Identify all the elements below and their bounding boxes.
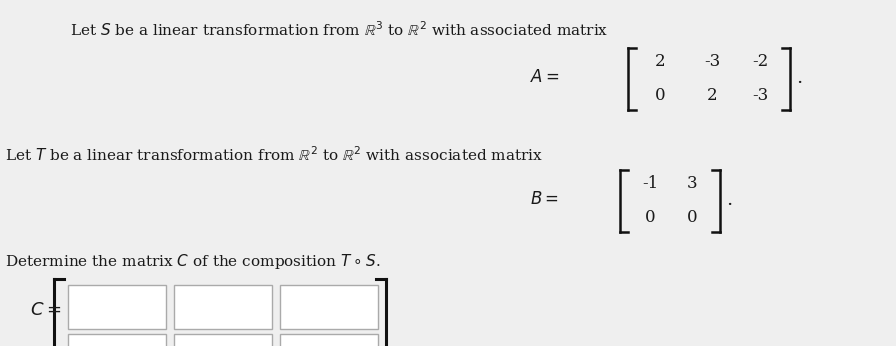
Text: -3: -3: [752, 88, 768, 104]
Text: -3: -3: [704, 54, 720, 71]
Text: -1: -1: [642, 175, 659, 192]
Text: 0: 0: [655, 88, 666, 104]
FancyBboxPatch shape: [68, 285, 166, 329]
Text: $C =$: $C =$: [30, 301, 61, 319]
Text: Let $S$ be a linear transformation from $\mathbb{R}^3$ to $\mathbb{R}^2$ with as: Let $S$ be a linear transformation from …: [70, 20, 608, 39]
Text: 0: 0: [686, 209, 697, 227]
Text: .: .: [726, 191, 732, 209]
Text: 2: 2: [655, 54, 666, 71]
Text: 0: 0: [645, 209, 655, 227]
FancyBboxPatch shape: [174, 334, 272, 346]
FancyBboxPatch shape: [280, 334, 378, 346]
Text: $B = $: $B = $: [530, 191, 559, 209]
Text: 2: 2: [707, 88, 718, 104]
Text: .: .: [796, 69, 802, 87]
FancyBboxPatch shape: [280, 285, 378, 329]
FancyBboxPatch shape: [174, 285, 272, 329]
FancyBboxPatch shape: [68, 334, 166, 346]
Text: -2: -2: [752, 54, 768, 71]
Text: 3: 3: [686, 175, 697, 192]
Text: Determine the matrix $C$ of the composition $T \circ S$.: Determine the matrix $C$ of the composit…: [5, 252, 381, 271]
Text: Let $T$ be a linear transformation from $\mathbb{R}^2$ to $\mathbb{R}^2$ with as: Let $T$ be a linear transformation from …: [5, 145, 543, 164]
Text: $A = $: $A = $: [530, 70, 560, 86]
